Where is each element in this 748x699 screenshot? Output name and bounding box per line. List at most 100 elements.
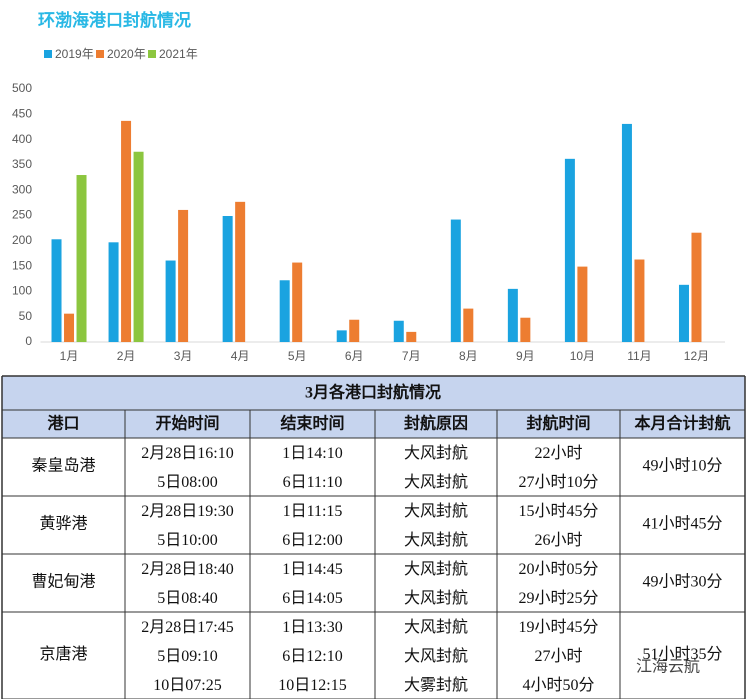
y-tick-label: 400 [12,132,32,146]
table-header: 本月合计封航 [634,414,730,433]
table-title-bg [2,376,745,410]
bar [507,288,518,342]
bar [463,308,474,342]
bar [450,219,461,342]
x-tick-label: 6月 [345,349,364,363]
bar [133,151,144,342]
table-cell: 10日07:25 [153,677,221,694]
table-cell: 6日11:10 [283,474,343,491]
x-tick-label: 8月 [459,349,478,363]
bar [64,313,75,342]
table-cell: 2月28日17:45 [141,619,233,636]
table-cell: 大雾封航 [404,676,468,694]
x-tick-label: 10月 [570,349,595,363]
table-cell: 10日12:15 [278,677,346,694]
table-cell: 大风封航 [404,444,468,462]
table-title: 3月各港口封航情况 [305,383,441,402]
bar [222,216,233,342]
bar [336,330,347,342]
y-tick-label: 150 [12,258,32,272]
table-cell: 1日13:30 [282,619,342,636]
bar [577,266,588,342]
table-cell: 20小时05分 [518,560,598,578]
bar [691,232,702,342]
table-cell: 5日09:10 [157,648,217,665]
table-cell: 5日08:40 [157,590,217,607]
bar [108,242,119,342]
month-total: 51小时35分 [642,645,722,663]
chart-title: 环渤海港口封航情况 [38,10,191,30]
bar [406,331,417,342]
y-tick-label: 250 [12,208,32,222]
table-cell: 大风封航 [404,531,468,549]
x-tick-label: 9月 [516,349,535,363]
table-cell: 大风封航 [404,589,468,607]
legend-label: 2020年 [107,47,146,61]
y-tick-label: 500 [12,81,32,95]
table-cell: 大风封航 [404,560,468,578]
bar [564,158,575,342]
table-cell: 4小时50分 [522,676,594,694]
month-total: 49小时10分 [642,457,722,475]
x-tick-label: 3月 [174,349,193,363]
table-cell: 2月28日19:30 [141,503,233,520]
watermark: 江海云航 [636,658,700,676]
month-total: 49小时30分 [642,573,722,591]
port-name: 京唐港 [39,645,87,663]
table-cell: 26小时 [534,531,582,549]
y-tick-label: 450 [12,106,32,120]
month-total: 41小时45分 [642,515,722,533]
table-cell: 19小时45分 [518,618,598,636]
y-tick-label: 200 [12,233,32,247]
bar [292,262,303,342]
x-tick-label: 12月 [684,349,709,363]
table-cell: 大风封航 [404,647,468,665]
y-tick-label: 350 [12,157,32,171]
bar [165,260,176,342]
bar [393,320,404,342]
x-tick-label: 2月 [117,349,136,363]
table-cell: 15小时45分 [518,502,598,520]
x-tick-label: 4月 [231,349,250,363]
x-tick-label: 7月 [402,349,421,363]
table-cell: 1日14:45 [282,561,342,578]
table-header: 封航原因 [404,414,468,433]
bar [621,123,632,342]
table-cell: 大风封航 [404,618,468,636]
port-name: 曹妃甸港 [31,573,95,591]
table-header-bg [2,410,745,438]
table-cell: 29小时25分 [518,589,598,607]
bar [634,259,645,342]
table-cell: 2月28日18:40 [141,561,233,578]
table-cell: 大风封航 [404,502,468,520]
bar [178,209,189,342]
table-cell: 27小时 [534,647,582,665]
port-name: 秦皇岛港 [31,457,95,475]
bar [235,201,246,342]
bar [121,120,132,343]
bar [76,175,87,342]
bar [678,284,689,342]
x-tick-label: 1月 [60,349,79,363]
x-tick-label: 5月 [288,349,307,363]
bar [51,239,62,342]
bar [349,319,360,342]
table-header: 结束时间 [279,414,344,433]
y-tick-label: 0 [25,334,32,348]
x-tick-label: 11月 [627,349,651,363]
table-cell: 6日14:05 [282,590,342,607]
table-cell: 大风封航 [404,473,468,491]
table-cell: 1日14:10 [282,445,342,462]
table-cell: 6日12:10 [282,648,342,665]
legend-label: 2021年 [159,47,198,61]
y-tick-label: 300 [12,182,32,196]
legend-swatch [148,50,156,58]
port-name: 黄骅港 [39,515,87,533]
y-tick-label: 50 [19,309,33,323]
table-header: 封航时间 [526,414,590,433]
table-header: 开始时间 [155,414,219,433]
legend-swatch [96,50,104,58]
table-cell: 5日10:00 [157,532,217,549]
table-cell: 5日08:00 [157,474,217,491]
